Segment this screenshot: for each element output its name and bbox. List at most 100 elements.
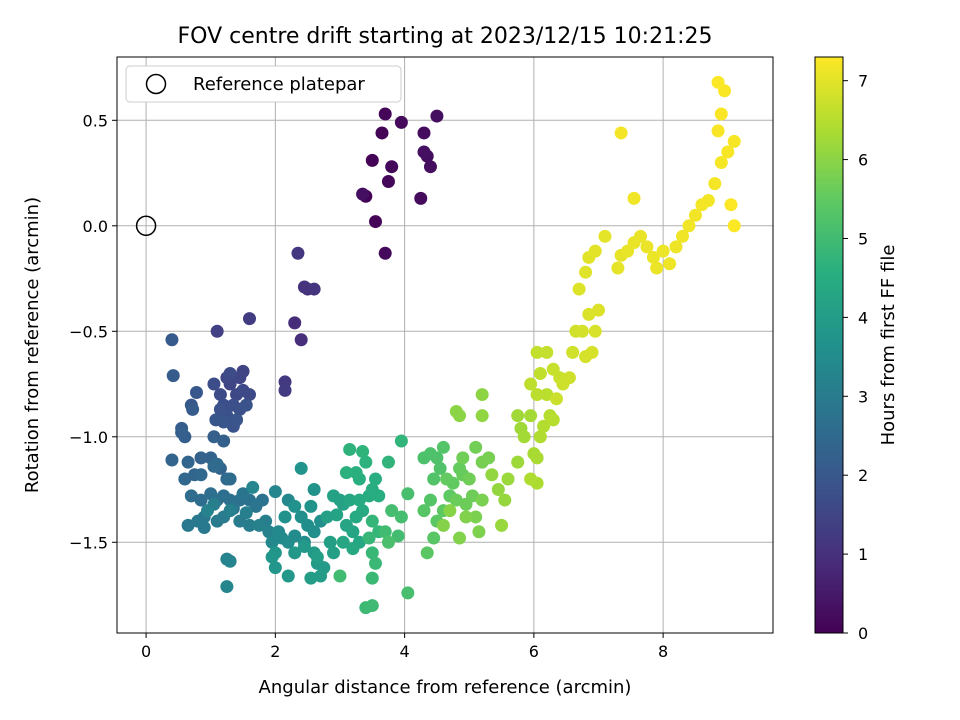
data-point [430,451,444,465]
data-point [430,109,444,123]
data-point [572,282,586,296]
data-point [294,510,308,524]
data-point [533,430,547,444]
data-point [459,510,473,524]
data-point [714,155,728,169]
data-point [210,457,224,471]
data-point [627,191,641,205]
data-point [194,493,208,507]
data-point [475,493,489,507]
data-point [372,489,386,503]
data-point [220,580,234,594]
data-point [223,366,237,380]
data-point [394,434,408,448]
data-point [708,177,722,191]
data-point [281,535,295,549]
data-point [582,307,596,321]
data-point [524,472,538,486]
data-point [566,345,580,359]
data-point [320,510,334,524]
data-point [482,451,496,465]
data-point [249,499,263,513]
data-point [230,413,244,427]
data-point [714,107,728,121]
data-point [634,229,648,243]
data-point [401,586,415,600]
data-point [711,75,725,89]
data-point [236,487,250,501]
data-point [491,483,505,497]
data-point [688,208,702,222]
data-point [262,525,276,539]
colorbar-tick-label: 4 [858,308,868,327]
data-point [469,510,483,524]
data-point [314,569,328,583]
data-point [165,333,179,347]
data-point [307,282,321,296]
data-point [213,388,227,402]
y-tick-label: 0.5 [83,111,108,130]
y-axis-ticks: 0.5 0.0 −0.5 −1.0 −1.5 [69,111,117,552]
data-point [194,468,208,482]
gridlines [117,57,773,633]
x-axis-label: Angular distance from reference (arcmin) [259,677,632,698]
colorbar-tick-label: 7 [858,72,868,91]
data-point [453,409,467,423]
data-point [166,369,180,383]
data-point [465,489,479,503]
data-point [417,145,431,159]
data-point [436,518,450,532]
data-point [469,440,483,454]
data-point [297,280,311,294]
data-point [682,219,696,233]
data-point [223,554,237,568]
data-point [711,124,725,138]
data-point [495,518,509,532]
colorbar-tick-label: 5 [858,229,868,248]
data-point [356,504,370,518]
data-point [530,451,544,465]
data-point [663,257,677,271]
legend-label: Reference platepar [193,74,365,95]
data-point [591,303,605,317]
data-point [381,174,395,188]
data-point [246,480,260,494]
data-point [175,426,189,440]
data-point [369,215,383,229]
data-point [575,324,589,338]
data-point [239,506,253,520]
data-point [294,461,308,475]
data-point [365,514,379,528]
data-point [365,571,379,585]
colorbar-ticks: 0 1 2 3 4 5 6 7 [843,72,868,643]
x-tick-label: 4 [400,642,410,661]
data-point [181,518,195,532]
data-point [511,409,525,423]
data-point [381,455,395,469]
data-point [184,489,198,503]
colorbar-gradient [814,56,844,634]
data-point [362,531,376,545]
data-point [327,546,341,560]
data-point [701,193,715,207]
data-point [294,333,308,347]
data-point [727,134,741,148]
colorbar-tick-label: 3 [858,387,868,406]
data-point [356,445,370,459]
data-point [472,525,486,539]
data-point [223,504,237,518]
data-point [369,556,383,570]
data-point [310,550,324,564]
data-point [242,312,256,326]
data-point [549,392,563,406]
data-point [669,240,683,254]
data-point [585,345,599,359]
data-point [440,472,454,486]
data-point [724,198,738,212]
data-point [394,510,408,524]
data-point [646,250,660,264]
data-point [268,485,282,499]
data-point [420,546,434,560]
data-point [517,430,531,444]
data-point [546,413,560,427]
